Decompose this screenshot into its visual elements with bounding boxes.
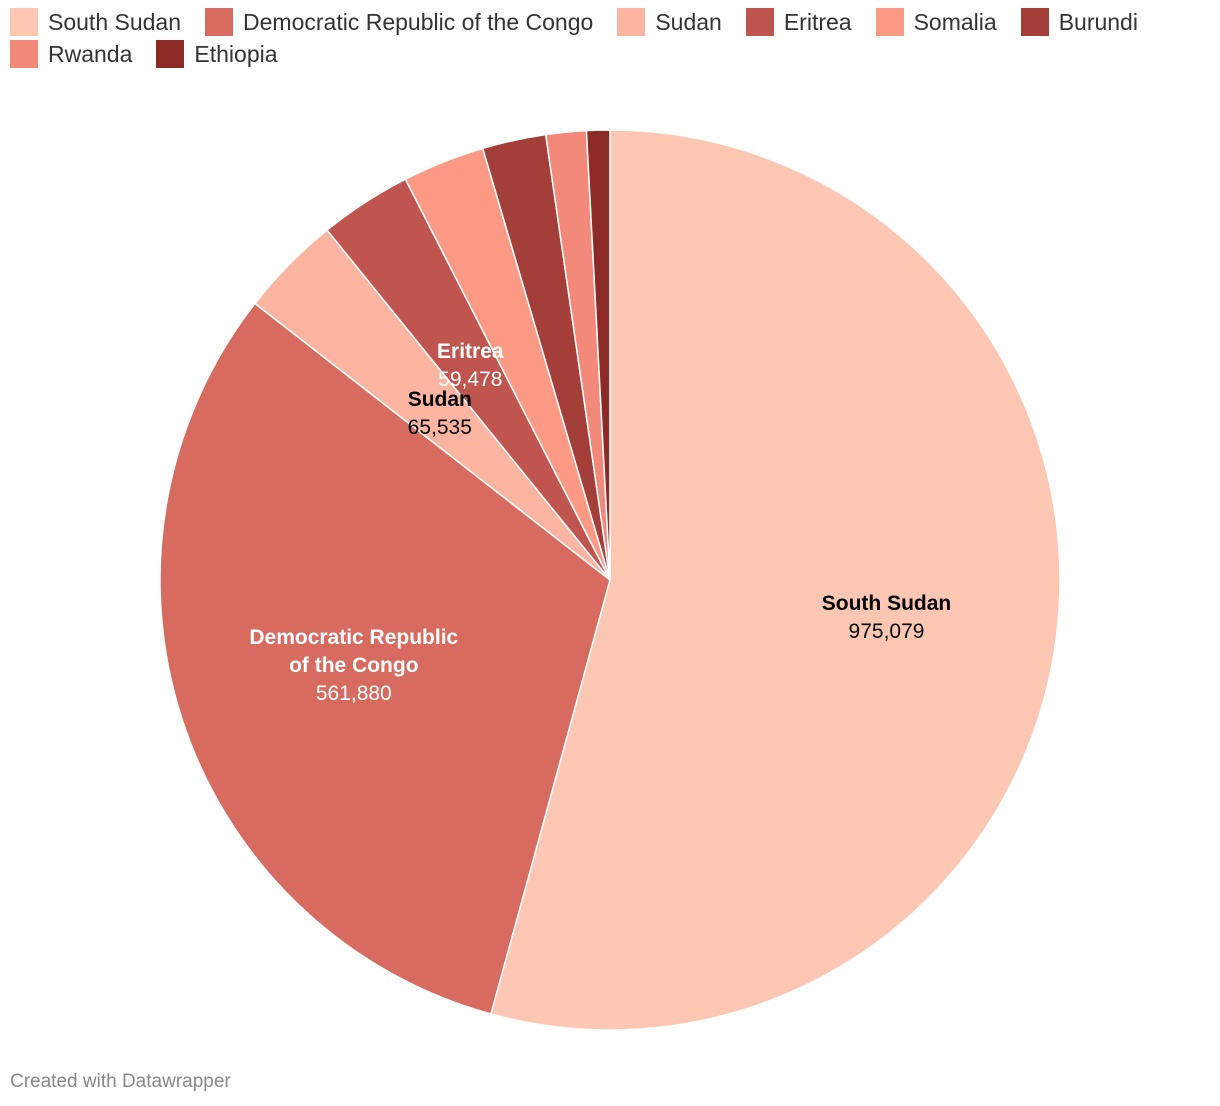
chart-legend: South Sudan Democratic Republic of the Co… (10, 8, 1210, 68)
legend-item-eritrea: Eritrea (745, 8, 852, 36)
legend-label: Burundi (1058, 8, 1138, 35)
slice-label-value: 59,478 (438, 368, 502, 391)
legend-label: Rwanda (48, 40, 133, 67)
legend-item-burundi: Burundi (1020, 8, 1138, 36)
pie-slice-democratic-republic-of-the-congo (159, 302, 611, 1015)
legend-swatch (205, 8, 234, 36)
legend-label: Somalia (913, 8, 997, 35)
legend-label: Democratic Republic of the Congo (243, 8, 594, 35)
legend-label: Eritrea (783, 8, 852, 35)
slice-label-value: 65,535 (408, 416, 472, 439)
legend-swatch (156, 40, 185, 68)
legend-swatch (875, 8, 904, 36)
legend-swatch (617, 8, 646, 36)
legend-item-rwanda: Rwanda (10, 40, 132, 68)
legend-item-ethiopia: Ethiopia (156, 40, 278, 68)
slice-label-name: Eritrea (437, 340, 504, 363)
slice-label-name: South Sudan (822, 592, 952, 615)
legend-item-sudan: Sudan (617, 8, 722, 36)
legend-swatch (10, 40, 38, 68)
datawrapper-credit: Created with Datawrapper (10, 1071, 231, 1092)
slice-label-name: Democratic Republic (249, 626, 458, 649)
legend-swatch (10, 8, 38, 36)
legend-label: South Sudan (48, 8, 182, 35)
legend-item-somalia: Somalia (875, 8, 997, 36)
legend-swatch (745, 8, 774, 36)
legend-label: Sudan (655, 8, 722, 35)
slice-label-name: Sudan (408, 388, 472, 411)
legend-item-south-sudan: South Sudan (10, 8, 181, 36)
legend-swatch (1020, 8, 1049, 36)
slice-label-value: 561,880 (316, 682, 392, 705)
legend-item-democratic-republic-of-the-congo: Democratic Republic of the Congo (205, 8, 593, 36)
pie-slice-south-sudan (490, 129, 1061, 1031)
slice-label-value: 975,079 (849, 620, 925, 643)
pie-slice-ethiopia (585, 129, 611, 581)
legend-label: Ethiopia (194, 40, 278, 67)
slice-label-name: of the Congo (289, 654, 418, 677)
